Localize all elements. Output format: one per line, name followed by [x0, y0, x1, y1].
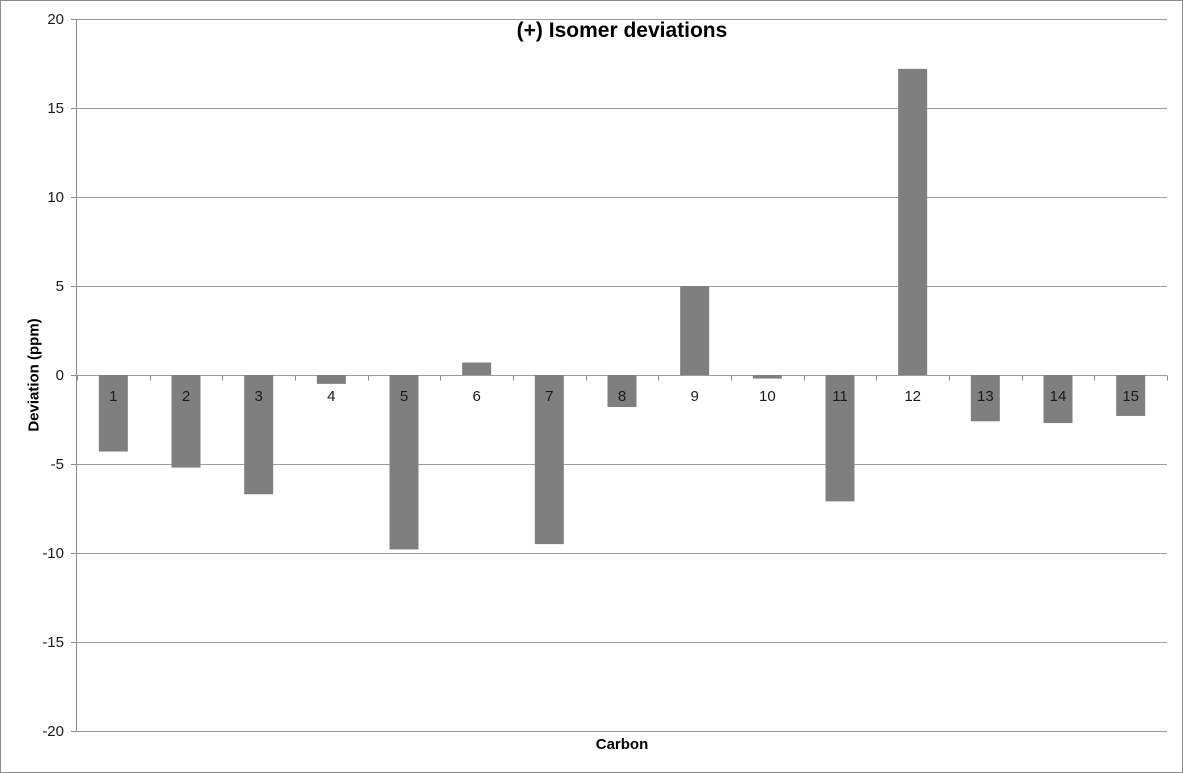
bar-10	[752, 375, 782, 379]
category-label-9: 9	[690, 388, 698, 405]
bar-2	[171, 375, 201, 468]
category-label-5: 5	[400, 388, 408, 405]
bar-3	[244, 375, 274, 495]
y-tick-label: -5	[51, 456, 64, 473]
y-tick-label: 5	[56, 278, 64, 295]
category-label-4: 4	[327, 388, 335, 405]
category-label-6: 6	[472, 388, 480, 405]
bar-7	[534, 375, 564, 545]
bar-11	[825, 375, 855, 502]
y-tick-label: -20	[42, 723, 64, 740]
bar-1	[98, 375, 128, 452]
y-tick-label: 0	[56, 367, 64, 384]
category-label-8: 8	[618, 388, 626, 405]
bar-9	[680, 286, 710, 375]
x-axis-title: Carbon	[595, 736, 649, 753]
category-label-15: 15	[1122, 388, 1139, 405]
bar-12	[898, 68, 928, 375]
bar-6	[462, 362, 492, 375]
y-tick-label: -15	[42, 634, 64, 651]
bar-14	[1043, 375, 1073, 424]
bar-5	[389, 375, 419, 550]
category-label-1: 1	[109, 388, 117, 405]
bar-4	[316, 375, 346, 384]
y-tick-label: 15	[47, 100, 64, 117]
category-label-7: 7	[545, 388, 553, 405]
y-tick-label: 20	[47, 11, 64, 28]
bar-15	[1116, 375, 1146, 416]
category-label-10: 10	[759, 388, 776, 405]
bar-8	[607, 375, 637, 408]
category-label-2: 2	[182, 388, 190, 405]
category-label-12: 12	[904, 388, 921, 405]
category-label-3: 3	[254, 388, 262, 405]
y-tick-label: 10	[47, 189, 64, 206]
category-label-13: 13	[977, 388, 994, 405]
bar-13	[970, 375, 1000, 422]
y-tick-label: -10	[42, 545, 64, 562]
category-label-11: 11	[832, 388, 848, 405]
category-label-14: 14	[1050, 388, 1067, 405]
chart-title: (+) Isomer deviations	[516, 19, 728, 42]
